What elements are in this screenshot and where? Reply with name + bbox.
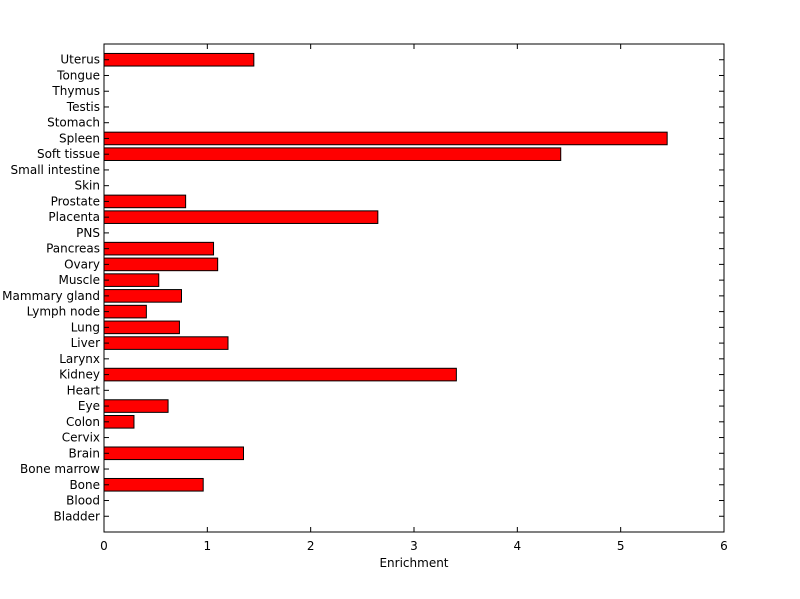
y-tick-label-larynx: Larynx <box>59 352 100 366</box>
y-tick-label-brain: Brain <box>69 446 100 460</box>
bar-bone <box>103 477 204 492</box>
bar-prostate <box>103 194 187 209</box>
bar-placenta <box>103 210 379 224</box>
y-tick-label-eye: Eye <box>78 399 100 413</box>
y-tick-label-bone-marrow: Bone marrow <box>20 462 100 476</box>
x-axis-label: Enrichment <box>379 556 448 570</box>
bar-brain <box>103 446 244 461</box>
y-tick-label-lung: Lung <box>71 320 100 334</box>
x-tick-label: 0 <box>100 539 108 553</box>
y-tick-label-testis: Testis <box>66 100 100 114</box>
y-tick-label-prostate: Prostate <box>51 194 100 208</box>
bar-spleen <box>103 131 668 146</box>
y-tick-label-small-intestine: Small intestine <box>11 163 100 177</box>
x-tick-label: 6 <box>720 539 728 553</box>
x-tick-label: 4 <box>514 539 522 553</box>
y-tick-label-colon: Colon <box>66 415 100 429</box>
y-tick-label-bone: Bone <box>69 478 100 492</box>
x-tick-label: 3 <box>410 539 418 553</box>
y-tick-label-stomach: Stomach <box>47 116 100 130</box>
bar-ovary <box>103 257 219 272</box>
bars-group <box>103 52 668 492</box>
x-tick-label: 1 <box>204 539 212 553</box>
bar-eye <box>103 399 169 413</box>
y-tick-label-pns: PNS <box>76 226 100 240</box>
y-tick-label-ovary: Ovary <box>64 257 100 271</box>
y-tick-label-blood: Blood <box>66 494 100 508</box>
x-tick-label: 5 <box>617 539 625 553</box>
y-tick-label-pancreas: Pancreas <box>46 242 100 256</box>
bar-mammary-gland <box>103 289 182 303</box>
bar-lung <box>103 320 180 335</box>
x-axis: 0 1 2 3 4 5 6 <box>100 44 728 553</box>
y-tick-label-lymph-node: Lymph node <box>27 305 100 319</box>
y-tick-label-skin: Skin <box>74 179 100 193</box>
bar-kidney <box>103 367 457 382</box>
bar-soft-tissue <box>103 147 562 161</box>
bar-uterus <box>103 52 255 67</box>
y-tick-label-heart: Heart <box>67 383 101 397</box>
y-tick-label-soft-tissue: Soft tissue <box>37 147 100 161</box>
y-tick-label-muscle: Muscle <box>58 273 100 287</box>
y-tick-label-mammary-gland: Mammary gland <box>2 289 100 303</box>
bar-muscle <box>103 273 160 287</box>
y-tick-label-thymus: Thymus <box>51 84 100 98</box>
y-tick-label-tongue: Tongue <box>56 68 100 82</box>
y-tick-label-bladder: Bladder <box>54 509 101 523</box>
y-tick-label-liver: Liver <box>71 336 101 350</box>
bar-liver <box>103 336 229 350</box>
y-tick-label-placenta: Placenta <box>48 210 100 224</box>
x-tick-label: 2 <box>307 539 315 553</box>
y-tick-label-cervix: Cervix <box>62 431 100 445</box>
y-tick-label-uterus: Uterus <box>60 53 100 67</box>
y-tick-label-kidney: Kidney <box>59 368 100 382</box>
bar-lymph-node <box>103 304 147 319</box>
y-tick-label-spleen: Spleen <box>59 131 100 145</box>
bar-pancreas <box>103 241 215 256</box>
